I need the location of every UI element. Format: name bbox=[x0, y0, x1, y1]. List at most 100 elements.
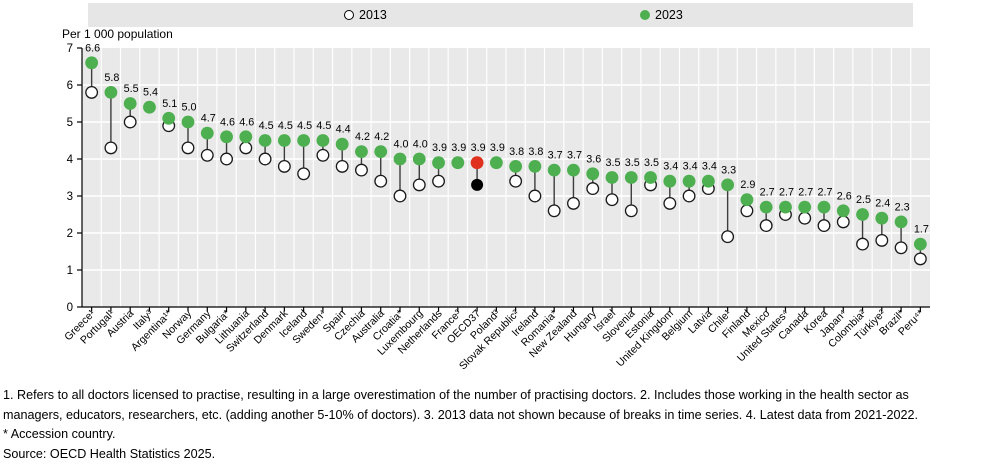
dot-2013-japan bbox=[836, 215, 850, 229]
value-label-france: 3.9 bbox=[451, 142, 466, 154]
value-label-hungary: 3.6 bbox=[586, 153, 601, 165]
dot-2023-canada bbox=[798, 200, 812, 214]
y-tick-label: 4 bbox=[67, 154, 74, 166]
dot-2023-korea bbox=[817, 200, 831, 214]
dot-2023-argentina bbox=[162, 111, 176, 125]
dot-2013-hungary bbox=[586, 182, 600, 196]
value-label-latvia: 3.4 bbox=[702, 161, 717, 173]
y-tick-label: 2 bbox=[67, 228, 73, 240]
value-label-oecd: 3.9 bbox=[471, 142, 486, 154]
dot-2023-oecd bbox=[470, 156, 484, 170]
dot-2023-switzerland bbox=[258, 134, 272, 147]
value-label-colombia: 2.5 bbox=[856, 194, 871, 206]
value-label-portugal: 5.8 bbox=[104, 72, 119, 84]
filled-circle-marker bbox=[640, 10, 650, 20]
dot-2013-mexico bbox=[759, 219, 773, 233]
dot-2013-norway bbox=[181, 141, 195, 155]
y-tick-label: 3 bbox=[67, 191, 73, 203]
value-label-canada: 2.7 bbox=[798, 187, 813, 199]
dot-2023-luxembourg bbox=[412, 152, 426, 166]
dot-2023-ireland bbox=[528, 160, 542, 173]
value-label-united-states: 2.7 bbox=[779, 187, 794, 199]
dot-2023-italy bbox=[143, 100, 156, 114]
legend-label-2023: 2023 bbox=[655, 8, 683, 22]
dot-2023-bulgaria bbox=[220, 130, 233, 144]
value-label-romania: 3.7 bbox=[548, 150, 563, 162]
dot-2013-switzerland bbox=[258, 152, 272, 166]
dot-2023-netherlands bbox=[432, 156, 445, 170]
value-label-sweden: 4.5 bbox=[316, 120, 331, 132]
value-label-trkiye: 2.4 bbox=[875, 198, 890, 210]
dot-2023-japan bbox=[836, 204, 850, 218]
dot-2013-bulgaria bbox=[220, 152, 233, 166]
value-label-israel: 3.5 bbox=[605, 157, 620, 169]
dot-2023-iceland bbox=[297, 134, 311, 147]
dot-2023-france bbox=[451, 156, 465, 170]
value-label-finland: 2.9 bbox=[740, 179, 755, 191]
value-label-japan: 2.6 bbox=[837, 190, 852, 202]
y-tick-label: 0 bbox=[67, 302, 73, 314]
legend-item-2023: 2023 bbox=[640, 3, 683, 27]
value-label-new-zealand: 3.7 bbox=[567, 150, 582, 162]
dot-2023-colombia bbox=[856, 208, 869, 221]
dot-2013-iceland bbox=[297, 167, 311, 181]
dot-2023-spain bbox=[335, 137, 349, 151]
value-label-slovak-republic: 3.8 bbox=[509, 146, 524, 158]
dot-2013-canada bbox=[798, 211, 812, 225]
dot-2013-slovenia bbox=[624, 204, 638, 218]
dot-2013-colombia bbox=[856, 237, 869, 251]
dot-2013-belgium bbox=[682, 189, 696, 203]
dot-2013-trkiye bbox=[875, 233, 889, 247]
value-label-peru: 1.7 bbox=[914, 224, 929, 236]
value-label-poland: 3.9 bbox=[490, 142, 505, 154]
footnote-source: Source: OECD Health Statistics 2025. bbox=[3, 446, 216, 461]
value-label-lithuania: 4.6 bbox=[239, 116, 254, 128]
value-label-czechia: 4.2 bbox=[355, 131, 370, 143]
dot-2013-germany bbox=[200, 148, 214, 162]
dot-2023-trkiye bbox=[875, 211, 889, 225]
dot-2023-united-states bbox=[779, 200, 792, 214]
value-label-netherlands: 3.9 bbox=[432, 142, 447, 154]
dot-2013-peru bbox=[913, 252, 927, 266]
value-label-slovenia: 3.5 bbox=[625, 157, 640, 169]
value-label-spain: 4.4 bbox=[336, 124, 351, 136]
dot-2013-czechia bbox=[355, 163, 368, 177]
value-label-switzerland: 4.5 bbox=[259, 120, 274, 132]
value-label-mexico: 2.7 bbox=[760, 187, 775, 199]
footnotes: 1. Refers to all doctors licensed to pra… bbox=[3, 386, 918, 464]
open-circle-marker bbox=[344, 10, 354, 20]
dot-2013-spain bbox=[335, 159, 349, 173]
y-tick-label: 7 bbox=[67, 43, 73, 55]
value-label-estonia: 3.5 bbox=[644, 157, 659, 169]
value-label-germany: 4.7 bbox=[201, 113, 216, 125]
dot-2023-belgium bbox=[682, 174, 696, 188]
y-tick-label: 1 bbox=[67, 265, 73, 277]
value-label-bulgaria: 4.6 bbox=[220, 116, 235, 128]
dot-2023-israel bbox=[605, 171, 619, 184]
dot-2013-oecd bbox=[471, 178, 484, 191]
dot-2023-norway bbox=[181, 115, 195, 129]
value-label-united-kingdom: 3.4 bbox=[663, 161, 678, 173]
dot-2023-chile bbox=[721, 178, 735, 192]
dot-2023-estonia bbox=[644, 171, 657, 184]
dot-2013-finland bbox=[740, 204, 754, 218]
y-axis-title: Per 1 000 population bbox=[62, 27, 173, 41]
dot-2013-israel bbox=[605, 193, 619, 207]
value-label-denmark: 4.5 bbox=[278, 120, 293, 132]
y-tick-label: 6 bbox=[67, 80, 73, 92]
dot-2023-denmark bbox=[277, 134, 291, 147]
dot-2013-sweden bbox=[316, 148, 330, 162]
dot-2023-greece bbox=[85, 56, 99, 70]
dot-2013-denmark bbox=[277, 159, 291, 173]
value-label-croatia: 4.0 bbox=[393, 139, 408, 151]
dot-2023-portugal bbox=[104, 86, 118, 99]
dot-2023-brazil bbox=[894, 215, 908, 229]
dot-2023-germany bbox=[200, 126, 214, 140]
dot-2023-slovenia bbox=[624, 171, 638, 184]
value-label-italy: 5.4 bbox=[143, 87, 158, 99]
dot-2013-new-zealand bbox=[567, 196, 580, 210]
dot-2023-lithuania bbox=[239, 130, 253, 144]
dot-2023-hungary bbox=[586, 167, 600, 181]
dot-2023-poland bbox=[489, 156, 503, 170]
